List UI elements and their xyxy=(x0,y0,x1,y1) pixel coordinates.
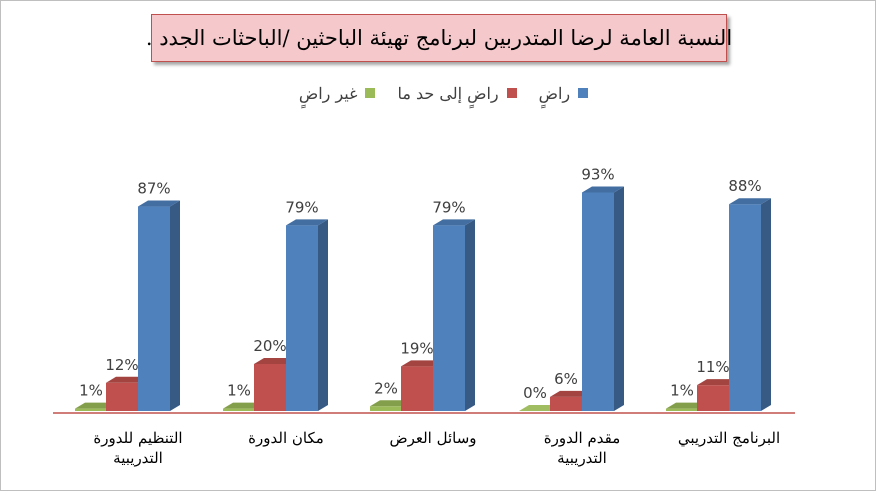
data-label-somewhat-satisfied-1: 11% xyxy=(696,358,729,376)
legend-label-satisfied: راضٍ xyxy=(538,83,571,103)
data-label-satisfied-5: 87% xyxy=(137,180,170,198)
data-label-somewhat-satisfied-5: 12% xyxy=(105,356,138,374)
legend-swatch-satisfied xyxy=(578,88,589,98)
bar-satisfied-2 xyxy=(582,192,614,411)
bar-side-satisfied-5 xyxy=(170,200,180,411)
bar-somewhat-satisfied-4 xyxy=(254,364,286,411)
data-label-not-satisfied-4: 1% xyxy=(227,382,251,400)
chart-title-box: النسبة العامة لرضا المتدربين لبرنامج تهي… xyxy=(146,14,732,62)
bar-somewhat-satisfied-3 xyxy=(401,366,433,411)
data-label-satisfied-2: 93% xyxy=(581,165,614,183)
category-label-line: البرنامج التدريبي xyxy=(677,429,781,447)
bar-somewhat-satisfied-1 xyxy=(697,385,729,411)
bar-top-somewhat-satisfied-3 xyxy=(401,360,443,367)
data-label-satisfied-3: 79% xyxy=(432,198,465,216)
chart-title: النسبة العامة لرضا المتدربين لبرنامج تهي… xyxy=(145,26,733,50)
category-label-line: وسائل العرض xyxy=(389,429,477,447)
bar-top-satisfied-5 xyxy=(138,200,180,207)
bar-side-satisfied-2 xyxy=(614,186,624,411)
data-label-not-satisfied-2: 0% xyxy=(523,384,547,402)
bar-top-somewhat-satisfied-5 xyxy=(106,376,148,383)
bar-satisfied-5 xyxy=(138,206,170,411)
chart-legend: راضٍ راضٍ إلى حد ما غير راضٍ xyxy=(271,81,616,105)
bar-top-satisfied-3 xyxy=(433,219,475,226)
legend-item-somewhat-satisfied: راضٍ إلى حد ما xyxy=(397,83,517,103)
legend-label-not-satisfied: غير راضٍ xyxy=(298,83,358,103)
bar-somewhat-satisfied-5 xyxy=(106,382,138,411)
category-label-line: مقدم الدورة التدريبية xyxy=(543,429,621,467)
bar-top-somewhat-satisfied-1 xyxy=(697,379,739,386)
category-label-line: مكان الدورة xyxy=(248,429,324,447)
bar-top-satisfied-2 xyxy=(582,186,624,193)
bar-satisfied-4 xyxy=(286,225,318,411)
bar-top-somewhat-satisfied-4 xyxy=(254,358,296,364)
data-label-somewhat-satisfied-3: 19% xyxy=(400,339,433,357)
category-label-3: وسائل العرض xyxy=(368,428,498,448)
bar-not-satisfied-1 xyxy=(666,408,698,411)
bar-side-satisfied-3 xyxy=(465,219,475,411)
bar-side-satisfied-1 xyxy=(761,198,771,411)
category-label-1: البرنامج التدريبي xyxy=(664,428,794,448)
legend-label-somewhat-satisfied: راضٍ إلى حد ما xyxy=(397,83,499,103)
legend-item-not-satisfied: غير راضٍ xyxy=(299,84,376,103)
data-label-not-satisfied-3: 2% xyxy=(374,379,398,397)
bar-satisfied-1 xyxy=(729,204,761,411)
bar-not-satisfied-4 xyxy=(223,408,255,411)
bar-satisfied-3 xyxy=(433,225,465,411)
legend-swatch-somewhat-satisfied xyxy=(506,88,517,98)
bar-top-somewhat-satisfied-2 xyxy=(550,390,592,397)
category-label-line: التنظيم للدورة xyxy=(93,429,183,447)
category-label-4: مكان الدورة xyxy=(221,428,351,448)
data-label-satisfied-1: 88% xyxy=(728,177,761,195)
category-label-2: مقدم الدورة التدريبية xyxy=(517,428,647,468)
bar-not-satisfied-5 xyxy=(75,408,107,411)
category-label-5: التنظيم للدورة التدريبية xyxy=(73,428,203,468)
data-label-somewhat-satisfied-2: 6% xyxy=(554,370,578,388)
legend-item-satisfied: راضٍ xyxy=(539,84,589,103)
bar-not-satisfied-3 xyxy=(370,406,402,411)
bar-side-satisfied-4 xyxy=(318,219,328,411)
legend-swatch-not-satisfied xyxy=(365,88,376,98)
data-label-not-satisfied-5: 1% xyxy=(79,382,103,400)
data-label-satisfied-4: 79% xyxy=(285,198,318,216)
data-label-not-satisfied-1: 1% xyxy=(670,382,694,400)
data-label-somewhat-satisfied-4: 20% xyxy=(253,337,286,355)
bar-somewhat-satisfied-2 xyxy=(550,396,582,411)
bar-top-satisfied-1 xyxy=(729,198,771,205)
category-label-line: التدريبية xyxy=(113,449,163,467)
bar-top-satisfied-4 xyxy=(286,219,328,226)
